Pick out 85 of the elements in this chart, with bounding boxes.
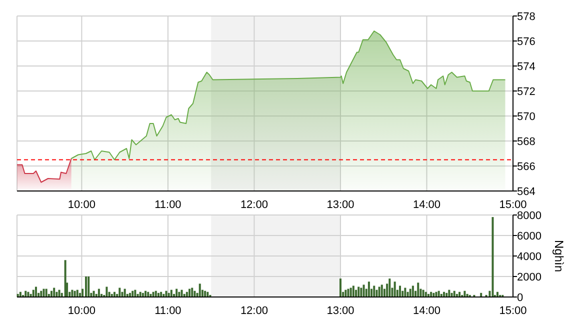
y-tick-label: 570 <box>517 111 536 123</box>
y-tick-label: 574 <box>517 61 536 73</box>
x-tick-label: 11:00 <box>154 305 182 317</box>
x-tick-label: 12:00 <box>240 305 268 317</box>
bar <box>40 290 42 297</box>
bar <box>368 282 370 297</box>
bar <box>352 286 354 297</box>
bar <box>373 286 376 297</box>
y-tick-label: 4000 <box>517 251 542 263</box>
y-tick-label: 6000 <box>517 230 542 242</box>
bar <box>170 290 172 297</box>
y-tick-label: 566 <box>517 161 536 173</box>
x-tick-label: 14:00 <box>412 199 441 211</box>
bar <box>34 286 37 297</box>
bar <box>191 288 194 297</box>
x-tick-label: 10:00 <box>68 305 96 317</box>
bar <box>422 290 424 297</box>
bar <box>85 276 88 297</box>
bar <box>53 288 56 297</box>
bar <box>464 290 466 297</box>
bar <box>45 288 48 297</box>
bar <box>92 290 95 297</box>
x-tick-label: 14:00 <box>412 305 441 317</box>
bar <box>188 288 191 297</box>
bar <box>194 290 196 297</box>
bar <box>347 288 350 297</box>
y-tick-label: 2000 <box>517 272 542 284</box>
x-tick-label: 13:00 <box>326 305 354 317</box>
bar <box>50 290 53 297</box>
bar <box>74 290 76 297</box>
bar <box>154 290 157 297</box>
bar <box>492 217 494 297</box>
y-tick-label: 8000 <box>517 210 542 222</box>
bar <box>106 286 108 297</box>
bar <box>417 282 420 297</box>
x-tick-label: 12:00 <box>240 199 268 211</box>
bar <box>32 290 34 297</box>
bar <box>339 278 342 297</box>
bar <box>134 290 136 297</box>
bar <box>355 290 358 297</box>
bar <box>180 290 183 297</box>
bar <box>438 290 440 297</box>
bar <box>132 290 134 297</box>
x-tick-label: 15:00 <box>499 199 527 211</box>
bar <box>165 290 168 297</box>
bar <box>98 288 100 297</box>
bar <box>378 286 380 297</box>
y-tick-label: 572 <box>517 86 536 98</box>
bar <box>412 286 414 297</box>
y-tick-label: 568 <box>517 136 536 148</box>
bar <box>71 290 74 297</box>
bar <box>360 288 362 297</box>
x-tick-label: 10:00 <box>68 199 96 211</box>
bar <box>404 288 406 297</box>
y-axis-title: Nghìn <box>552 240 566 272</box>
x-tick-label: 11:00 <box>154 199 182 211</box>
bar <box>144 290 147 297</box>
bar <box>204 290 206 297</box>
bar <box>380 284 383 297</box>
bar <box>388 278 391 297</box>
bar <box>88 276 90 297</box>
bar <box>448 290 450 297</box>
bar <box>118 288 121 297</box>
x-tick-label: 13:00 <box>326 199 354 211</box>
y-tick-label: 576 <box>517 36 536 48</box>
bar <box>24 290 27 297</box>
bar <box>58 290 60 297</box>
bar <box>344 290 347 297</box>
bar <box>176 288 178 297</box>
bar <box>124 288 126 297</box>
bar <box>350 288 352 297</box>
bar <box>42 288 45 297</box>
bar <box>394 282 396 297</box>
y-tick-label: 564 <box>517 186 536 198</box>
bar <box>453 290 456 297</box>
x-tick-label: 15:00 <box>499 305 527 317</box>
y-tick-label: 0 <box>517 292 524 304</box>
bar <box>198 284 201 297</box>
bar <box>409 288 412 297</box>
bar <box>76 290 78 297</box>
bar <box>399 286 401 297</box>
bar <box>362 284 365 297</box>
bar <box>358 286 360 297</box>
y-tick-label: 578 <box>517 11 536 23</box>
bar <box>376 290 378 297</box>
